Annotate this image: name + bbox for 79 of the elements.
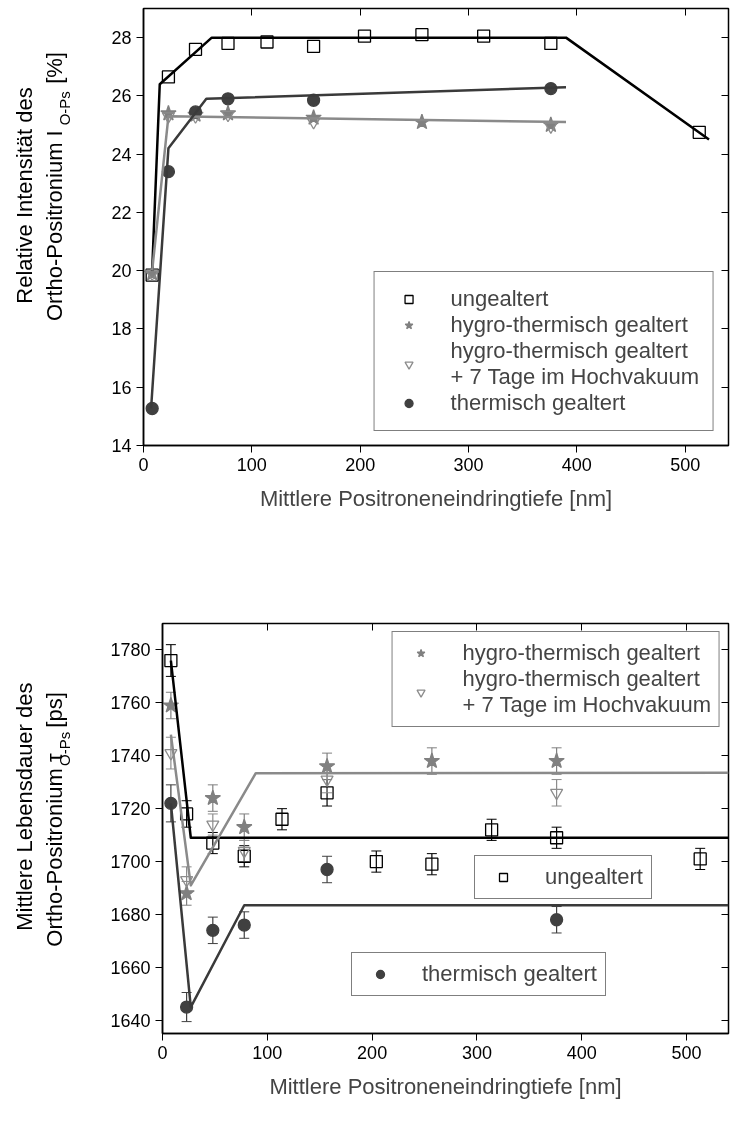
y-tick-label: 26 [111,86,132,107]
point [206,836,220,850]
point [206,923,220,937]
y-tick-label: 28 [111,28,132,49]
point [164,653,178,668]
point [161,112,176,124]
point [320,862,334,877]
point [306,39,321,54]
point [369,854,383,869]
y-tick-label: 22 [111,202,132,223]
y-tick-label: 1780 [110,640,151,661]
point [164,749,178,761]
point [221,110,235,123]
point [548,752,565,769]
legend-label: hygro-thermisch gealtert [462,640,700,666]
x-tick-label: 400 [561,454,592,475]
point [415,28,429,42]
point [221,36,235,51]
point [236,818,253,835]
point [237,849,251,863]
point [692,125,706,139]
point [204,789,222,806]
point [206,820,220,833]
point [320,775,334,788]
legend-label: hygro-thermisch gealtert [450,312,688,338]
x-axis-title: Mittlere Positroneneindringtiefe [nm] [269,1073,622,1099]
y-tick-label: 1760 [110,693,151,714]
point [275,812,289,826]
legend-label: ungealtert [450,286,549,312]
point [179,807,194,821]
x-tick-label: 500 [671,1042,702,1063]
x-tick-label: 300 [453,454,484,475]
point [693,852,707,866]
y-tick-label: 1660 [110,957,151,978]
point [162,696,180,713]
x-tick-label: 100 [252,1042,283,1063]
point [423,752,441,769]
legend-label: thermisch gealtert [422,961,597,987]
point [161,70,176,84]
point [260,35,274,49]
x-tick-label: 0 [157,1042,168,1063]
point [318,757,336,774]
point [188,42,203,56]
x-tick-label: 200 [357,1042,388,1063]
point [544,122,558,135]
point [179,875,194,888]
x-tick-label: 200 [345,454,376,475]
y-tick-label: 1720 [110,799,151,820]
y-tick-label: 1700 [110,852,151,873]
point [549,913,564,927]
point [425,857,439,871]
y-tick-label: 1740 [110,746,151,767]
x-tick-label: 100 [236,454,267,475]
y-tick-label: 20 [111,261,132,282]
x-tick-label: 400 [566,1042,597,1063]
point [549,788,564,801]
point [477,29,491,43]
x-tick-label: 300 [461,1042,492,1063]
point [357,29,372,43]
point [484,823,499,837]
x-tick-label: 0 [138,454,149,475]
y-tick-label: 24 [111,144,132,165]
point [237,918,251,932]
point [306,118,321,130]
legend-label: hygro-thermisch gealtert + 7 Tage im Hochvakuum [462,666,711,718]
y-tick-label: 18 [111,319,132,340]
point [544,36,558,51]
x-axis-title: Mittlere Positroneneindringtiefe [nm] [259,485,613,511]
legend-label: ungealtert [545,864,643,890]
y-tick-label: 16 [111,377,132,398]
point [549,831,564,845]
legend-label: thermisch gealtert [450,390,626,416]
point [178,884,195,901]
y-tick-label: 1680 [110,904,151,925]
point [237,846,251,859]
y-tick-label: 14 [111,436,132,456]
point [320,786,334,800]
y-tick-label: 1640 [110,1010,151,1031]
x-tick-label: 500 [670,454,701,475]
